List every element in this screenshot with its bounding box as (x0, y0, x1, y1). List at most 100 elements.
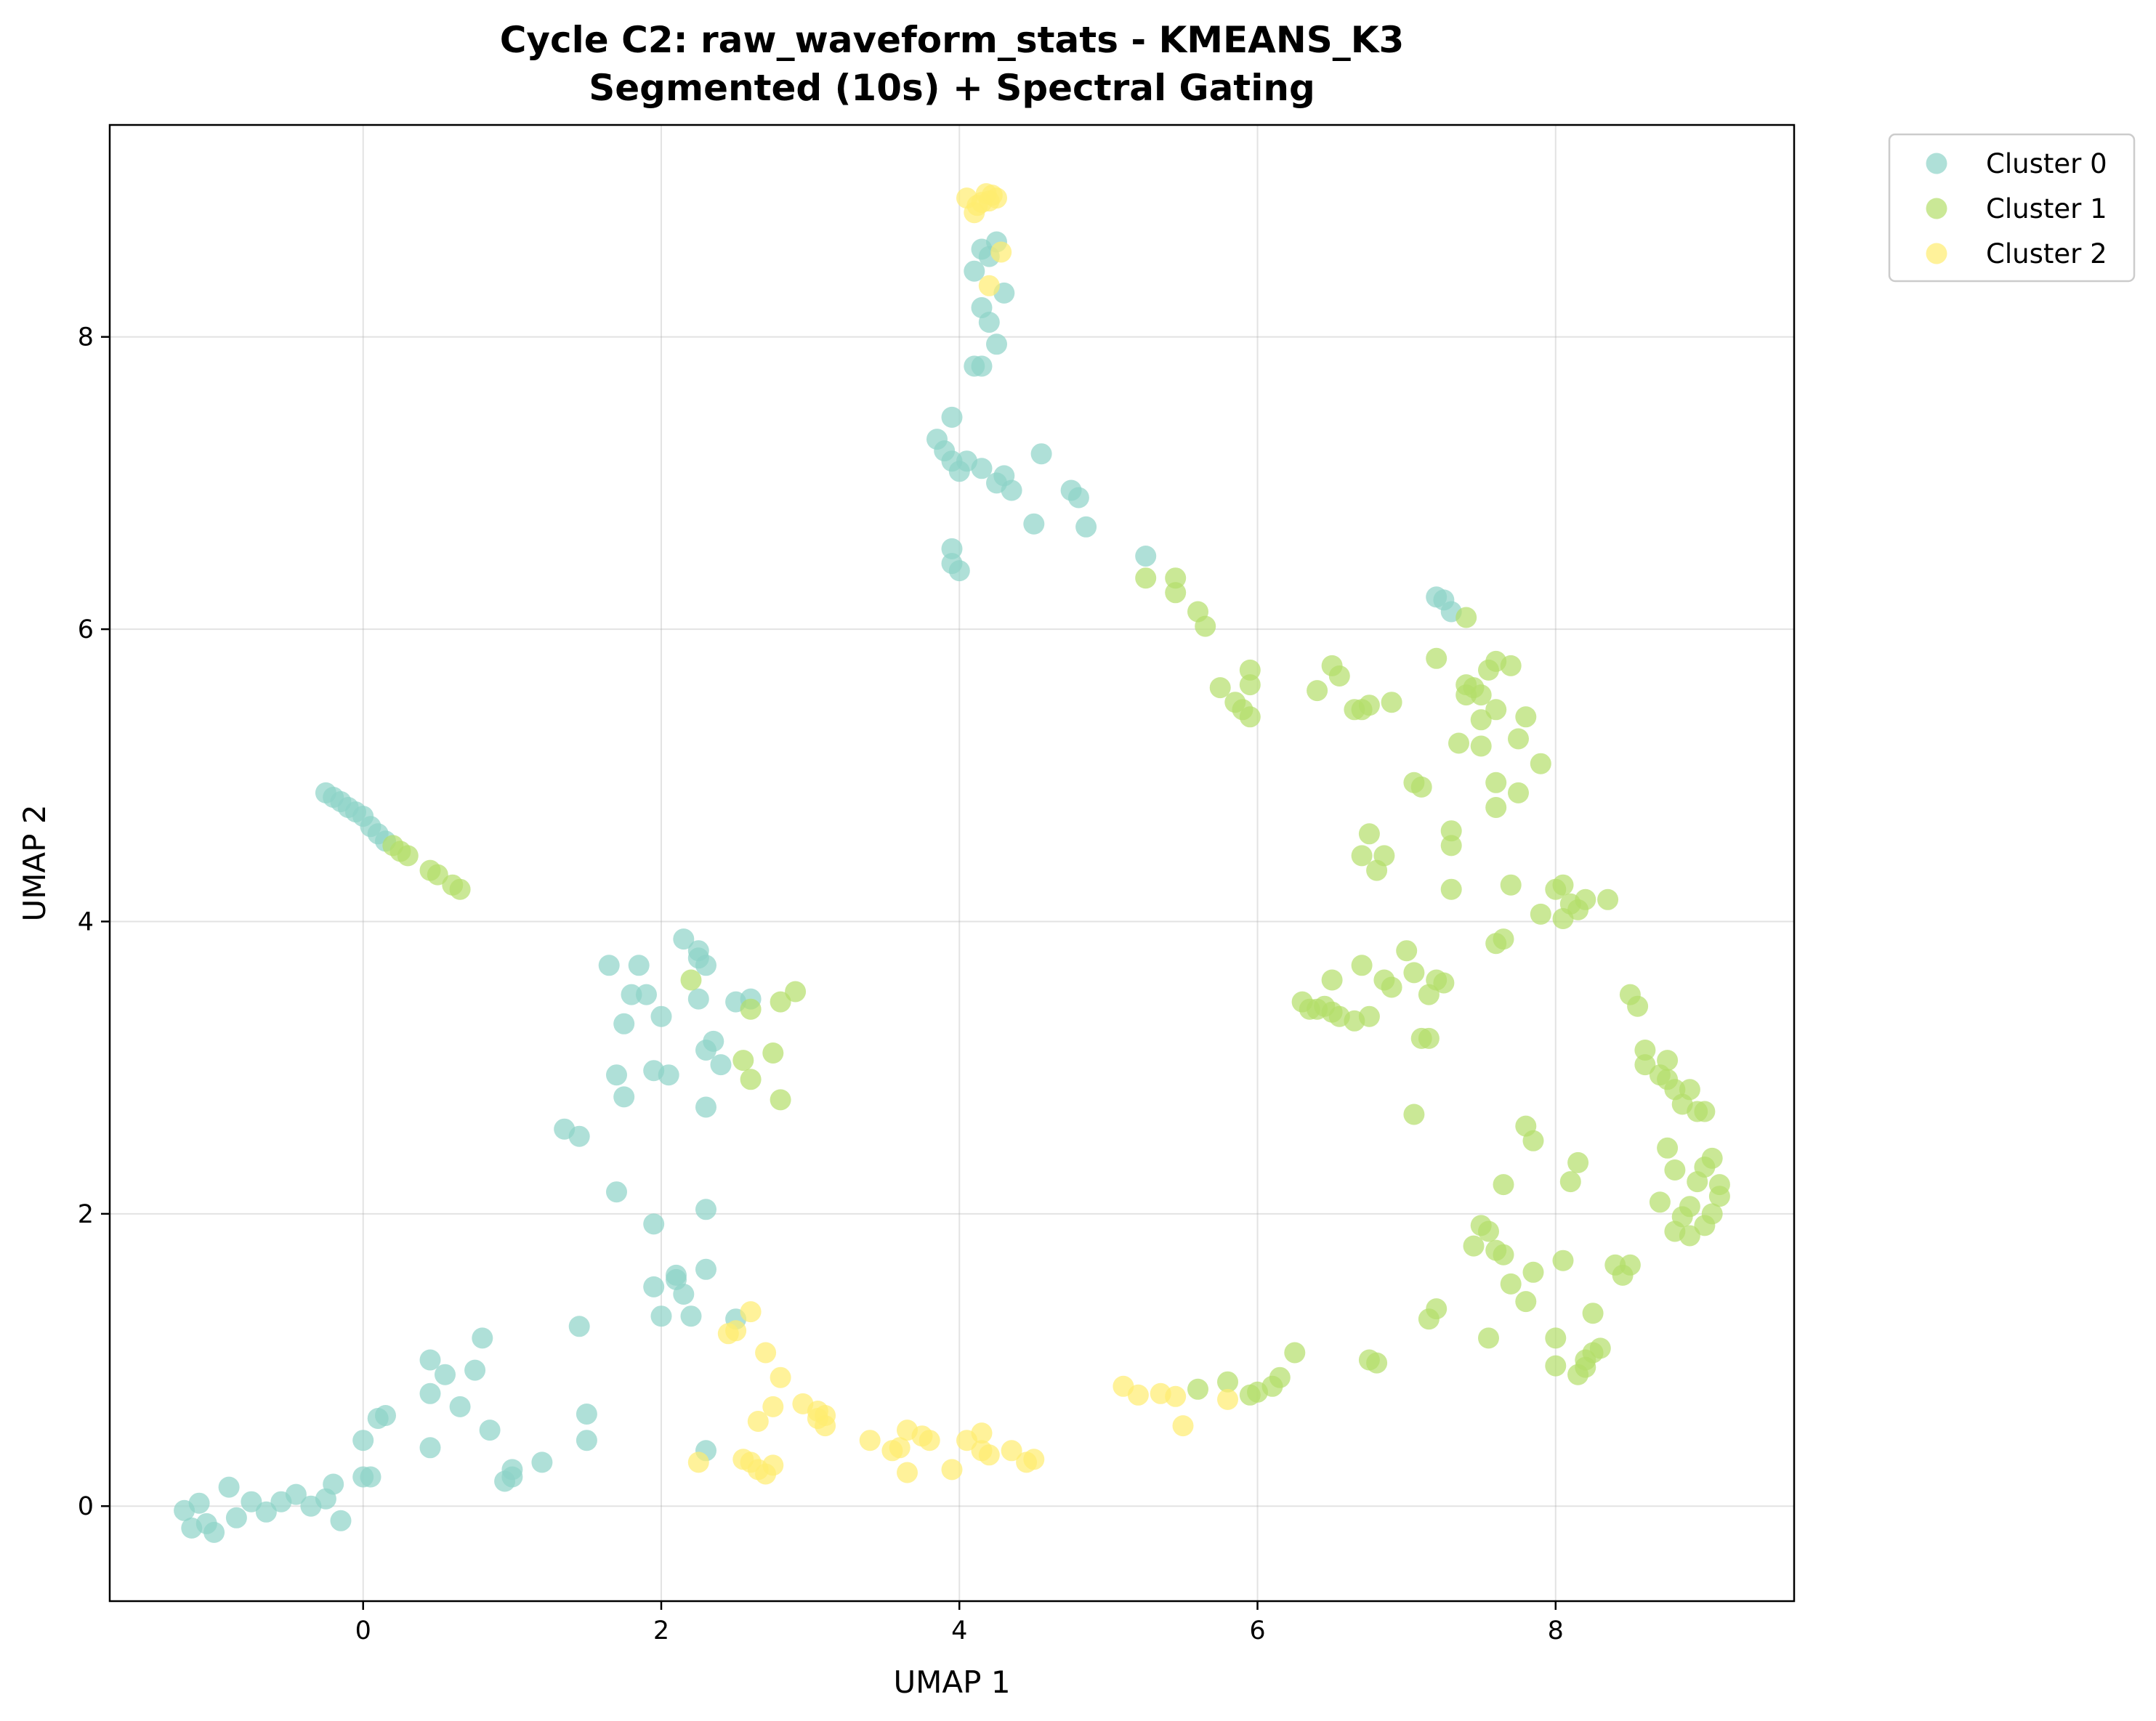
scatter-point (1470, 684, 1492, 706)
scatter-point (419, 1349, 441, 1371)
scatter-point (986, 187, 1007, 209)
x-axis-label: UMAP 1 (893, 1664, 1010, 1700)
scatter-point (606, 1064, 627, 1086)
scatter-point (449, 878, 471, 900)
scatter-point (1559, 1171, 1581, 1193)
scatter-point (703, 1030, 724, 1052)
legend-marker (1926, 243, 1947, 264)
scatter-point (621, 984, 642, 1005)
scatter-point (785, 981, 807, 1003)
scatter-point (710, 1054, 732, 1076)
scatter-point (1567, 1151, 1589, 1173)
scatter-point (1023, 1449, 1045, 1470)
scatter-point (1493, 1244, 1514, 1266)
scatter-point (1463, 1235, 1485, 1257)
x-tick-label: 4 (951, 1616, 967, 1645)
scatter-point (1493, 928, 1514, 950)
scatter-point (397, 845, 419, 867)
scatter-point (1500, 655, 1522, 676)
scatter-point (1485, 797, 1507, 818)
scatter-point (174, 1499, 195, 1521)
scatter-point (1582, 1303, 1604, 1324)
scatter-point (687, 988, 709, 1010)
scatter-point (1381, 692, 1402, 713)
scatter-point (449, 1396, 471, 1417)
scatter-point (941, 538, 963, 559)
x-axis-ticks: 0 2 4 6 8 (355, 1601, 1564, 1645)
scatter-point (762, 1454, 784, 1476)
scatter-point (1075, 516, 1097, 538)
scatter-point (1172, 1415, 1194, 1437)
scatter-point (673, 1284, 695, 1305)
scatter-point (1381, 976, 1402, 998)
chart-title-line-1: Cycle C2: raw_waveform_stats - KMEANS_K3 (500, 19, 1405, 61)
series-cluster-1 (382, 567, 1730, 1406)
scatter-point (1067, 487, 1089, 509)
scatter-point (613, 1086, 635, 1108)
x-tick-label: 2 (653, 1616, 669, 1645)
y-tick-label: 4 (78, 907, 94, 936)
scatter-point (990, 241, 1012, 263)
scatter-point (1619, 1254, 1641, 1276)
scatter-point (1701, 1147, 1723, 1169)
scatter-point (978, 312, 1000, 333)
scatter-point (941, 406, 963, 428)
scatter-point (1657, 1137, 1679, 1159)
scatter-point (740, 1069, 762, 1090)
scatter-point (673, 928, 695, 950)
y-tick-label: 6 (78, 615, 94, 644)
scatter-point (472, 1327, 493, 1349)
scatter-point (643, 1276, 665, 1297)
scatter-point (1239, 674, 1261, 696)
scatter-point (1366, 1352, 1388, 1374)
scatter-point (1165, 582, 1187, 604)
scatter-point (1679, 1079, 1700, 1101)
scatter-point (695, 1096, 716, 1118)
scatter-point (1135, 567, 1157, 589)
scatter-point (1657, 1050, 1679, 1072)
scatter-point (1433, 972, 1455, 994)
scatter-point (1440, 835, 1462, 857)
series-cluster-2 (687, 183, 1238, 1485)
scatter-point (360, 1466, 381, 1488)
scatter-point (598, 955, 620, 976)
scatter-point (1530, 903, 1551, 925)
scatter-point (687, 1451, 709, 1473)
scatter-point (375, 1405, 396, 1426)
plot-frame (108, 123, 1796, 1603)
scatter-point (568, 1316, 590, 1337)
scatter-point (330, 1510, 352, 1531)
y-axis-label: UMAP 2 (17, 804, 52, 921)
scatter-point (419, 1437, 441, 1459)
scatter-point (680, 969, 702, 991)
y-tick-label: 8 (78, 323, 94, 352)
scatter-point (218, 1476, 240, 1498)
scatter-point (1493, 1174, 1514, 1196)
scatter-point (1195, 615, 1216, 637)
scatter-point (285, 1483, 307, 1505)
scatter-point (1701, 1203, 1723, 1225)
scatter-point (1679, 1225, 1700, 1247)
scatter-point (1679, 1196, 1700, 1218)
scatter-point (1508, 728, 1529, 750)
scatter-point (1485, 772, 1507, 793)
scatter-point (1455, 607, 1477, 628)
scatter-point (1351, 955, 1373, 976)
scatter-point (1552, 1250, 1574, 1271)
scatter-point (636, 984, 657, 1005)
scatter-point (1410, 776, 1432, 798)
scatter-point (576, 1404, 597, 1425)
scatter-point (770, 991, 791, 1013)
scatter-point (695, 955, 716, 976)
scatter-point (1440, 878, 1462, 900)
scatter-point (1694, 1101, 1716, 1122)
scatter-point (1403, 1104, 1425, 1125)
scatter-point (859, 1430, 881, 1451)
scatter-point (1023, 513, 1045, 535)
scatter-point (531, 1451, 553, 1473)
scatter-point (1470, 709, 1492, 731)
scatter-point (732, 1050, 754, 1072)
scatter-point (986, 333, 1007, 355)
scatter-point (419, 1382, 441, 1404)
scatter-point (1589, 1337, 1611, 1359)
